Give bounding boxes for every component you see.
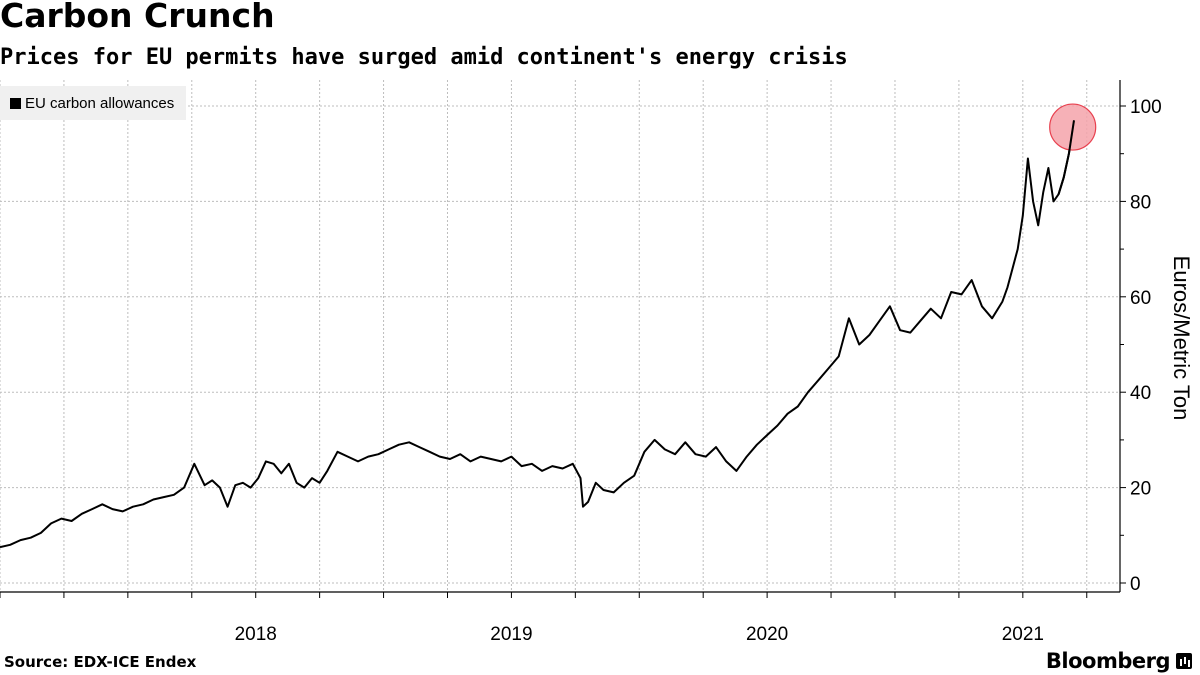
y-tick-label: 0 — [1130, 574, 1141, 595]
gridlines — [0, 80, 1120, 592]
y-tick-label: 40 — [1130, 383, 1151, 404]
legend-swatch — [10, 97, 21, 109]
series-line-tail — [1057, 120, 1075, 195]
x-tick-label: 2019 — [490, 624, 532, 645]
y-tick-label: 60 — [1130, 288, 1151, 309]
y-axis-label: Euros/Metric Ton — [1169, 256, 1194, 421]
chart-title: Carbon Crunch — [0, 0, 275, 35]
legend-label: EU carbon allowances — [25, 94, 175, 112]
x-tick-label: 2020 — [746, 624, 788, 645]
source-note: Source: EDX-ICE Endex — [4, 653, 197, 671]
bar-chart-icon — [1176, 653, 1192, 669]
series-line-eu-carbon-allowances — [0, 120, 1075, 549]
chart-subtitle: Prices for EU permits have surged amid c… — [0, 45, 848, 70]
x-tick-label: 2021 — [1002, 624, 1044, 645]
x-tick-label: 2018 — [235, 624, 277, 645]
y-tick-label: 100 — [1130, 97, 1162, 118]
brand-logo: Bloomberg — [1046, 649, 1192, 673]
legend: EU carbon allowances — [0, 86, 187, 120]
series-group — [0, 103, 1097, 549]
brand-name: Bloomberg — [1045, 649, 1171, 673]
y-tick-label: 80 — [1130, 192, 1151, 213]
y-tick-label: 20 — [1130, 479, 1151, 500]
axes: 0 20 40 60 80 100 2018 2019 2020 2021 — [0, 80, 1162, 645]
